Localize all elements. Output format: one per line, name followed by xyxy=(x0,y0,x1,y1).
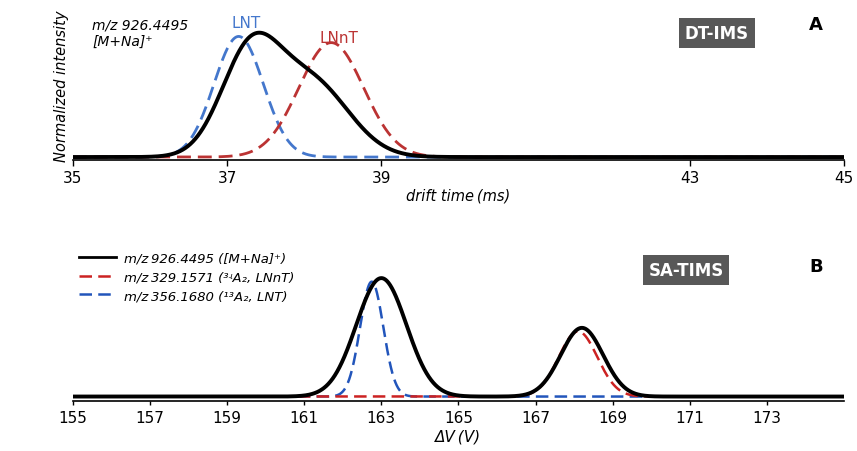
Text: LNT: LNT xyxy=(231,16,261,31)
Text: DT-IMS: DT-IMS xyxy=(685,25,749,43)
X-axis label: ΔV (V): ΔV (V) xyxy=(435,428,482,443)
Text: A: A xyxy=(809,16,823,34)
Text: B: B xyxy=(809,257,823,275)
Legend: m/z 926.4495 ([M+Na]⁺), m/z 329.1571 (³ʵA₂, LNnT), m/z 356.1680 (¹³A₂, LNT): m/z 926.4495 ([M+Na]⁺), m/z 329.1571 (³ʵ… xyxy=(80,252,295,302)
X-axis label: drift time (ms): drift time (ms) xyxy=(406,189,511,203)
Y-axis label: Normalized intensity: Normalized intensity xyxy=(54,10,69,161)
Text: m/z 926.4495
[M+Na]⁺: m/z 926.4495 [M+Na]⁺ xyxy=(92,19,189,49)
Text: LNnT: LNnT xyxy=(320,31,358,46)
Text: SA-TIMS: SA-TIMS xyxy=(649,262,723,279)
